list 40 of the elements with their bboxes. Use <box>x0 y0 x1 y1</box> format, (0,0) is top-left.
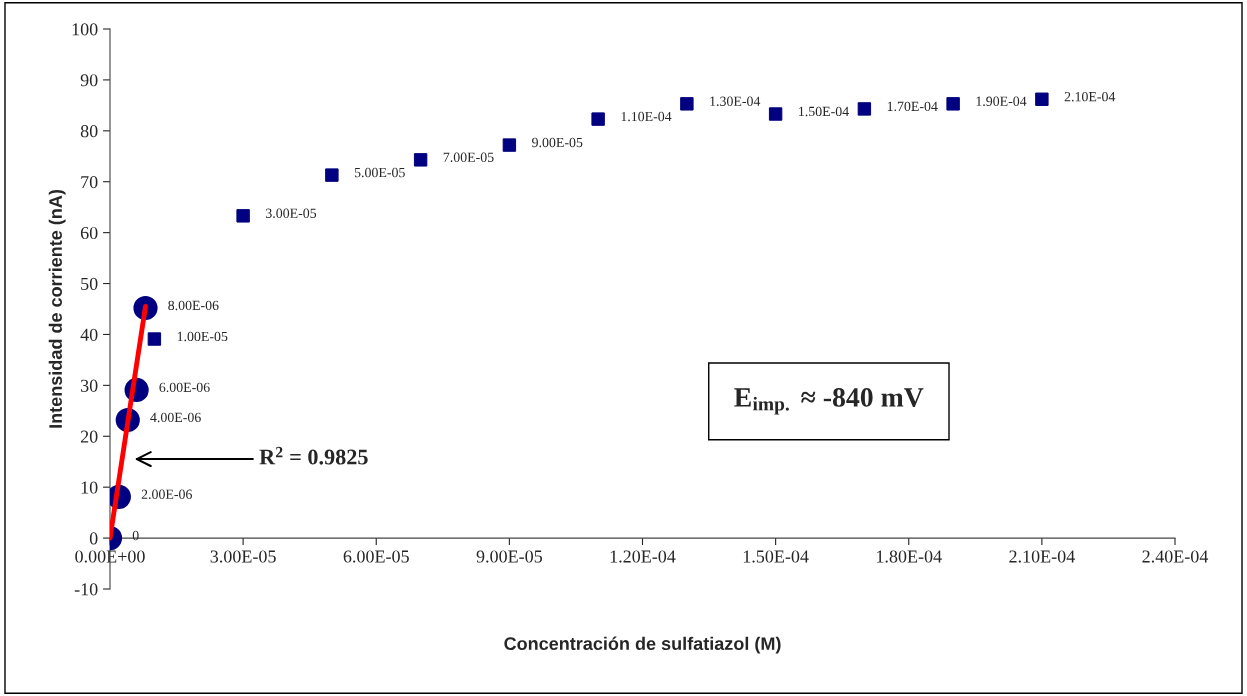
y-tick-label: 60 <box>80 226 98 240</box>
x-tick-label: 1.20E-04 <box>610 550 676 563</box>
annotation: 6.00E-06 <box>159 382 210 393</box>
y-tick-label: 20 <box>80 430 98 443</box>
y-tick-label: 80 <box>80 125 98 138</box>
x-tick-label: 3.00E-05 <box>210 550 276 563</box>
y-tick-label: 70 <box>81 175 98 189</box>
annotation: E$_{imp.}$ ≈ -840 mV <box>734 388 924 415</box>
x-tick-label: 2.40E-04 <box>1142 550 1209 563</box>
annotation: 4.00E-06 <box>150 412 201 423</box>
y-tick-label: 90 <box>80 74 98 87</box>
annotation: 5.00E-05 <box>354 167 405 178</box>
annotation: 2.00E-06 <box>141 489 192 499</box>
annotation: 3.00E-05 <box>266 208 317 218</box>
x-tick-label: 1.50E-04 <box>743 550 809 563</box>
annotation: 8.00E-06 <box>168 300 219 311</box>
annotation: 1.90E-04 <box>976 96 1027 106</box>
annotation: R$^{2}$ = 0.9825 <box>259 446 368 465</box>
annotation: 1.00E-05 <box>177 331 228 342</box>
annotation: 1.50E-04 <box>799 106 849 117</box>
y-tick-label: 0 <box>89 532 98 545</box>
annotation: 2.10E-04 <box>1064 91 1116 102</box>
y-tick-label: 100 <box>72 23 98 36</box>
y-tick-label: -10 <box>74 583 98 596</box>
y-tick-label: 50 <box>81 277 98 290</box>
y-tick-label: 40 <box>80 328 98 341</box>
annotation: 1.10E-04 <box>621 111 672 122</box>
x-tick-label: 9.00E-05 <box>476 550 543 563</box>
y-tick-label: 10 <box>81 481 98 494</box>
y-axis-title: Intensidad de corriente (nA) <box>48 190 66 428</box>
annotation: 9.00E-05 <box>532 137 583 148</box>
annotation: 7.00E-05 <box>443 152 494 162</box>
x-axis-title: Concentración de sulfatiazol (M) <box>504 636 781 654</box>
annotation: 1.30E-04 <box>710 96 761 106</box>
x-tick-label: 2.10E-04 <box>1009 550 1075 563</box>
x-tick-label: 6.00E-05 <box>343 550 409 563</box>
x-tick-label: 1.80E-04 <box>876 550 942 563</box>
annotation: 1.70E-04 <box>887 101 938 112</box>
y-tick-label: 30 <box>81 379 98 392</box>
x-tick-label: 0.00E+00 <box>75 550 145 563</box>
